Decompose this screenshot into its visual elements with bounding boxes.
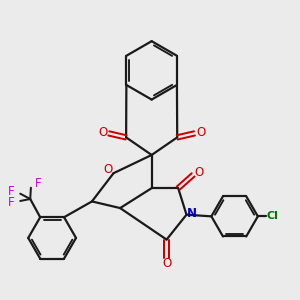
Text: F: F — [8, 196, 15, 209]
Text: F: F — [8, 184, 15, 197]
Text: N: N — [187, 206, 197, 220]
Text: O: O — [98, 126, 107, 139]
Text: O: O — [162, 257, 172, 270]
Text: O: O — [196, 126, 206, 139]
Text: F: F — [35, 177, 41, 190]
Text: O: O — [194, 166, 204, 179]
Text: O: O — [103, 164, 112, 176]
Text: Cl: Cl — [267, 212, 279, 221]
